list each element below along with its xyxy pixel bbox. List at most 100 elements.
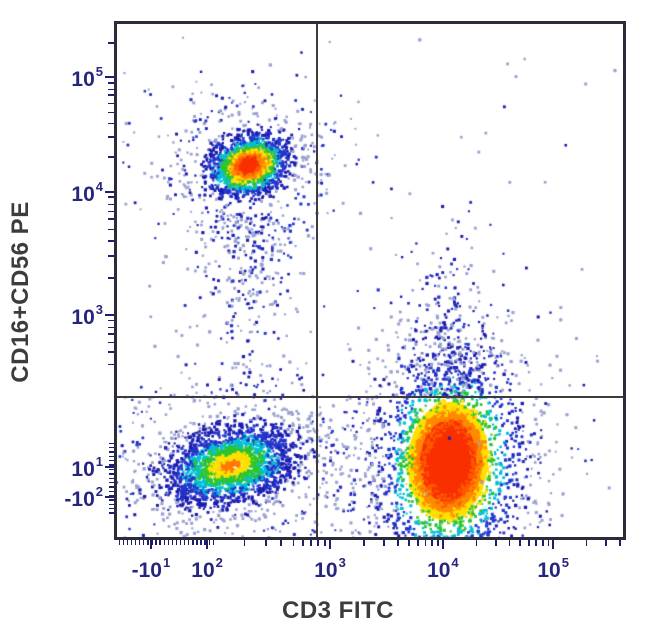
axis-tick-mark: [108, 351, 114, 353]
axis-tick-mark: [109, 455, 114, 458]
axis-tick-mark: [108, 82, 114, 85]
axis-tick-mark: [206, 540, 209, 549]
axis-tick-mark: [605, 540, 607, 546]
axis-tick-mark: [109, 442, 114, 444]
axis-tick-mark: [109, 494, 114, 497]
axis-tick-mark: [323, 540, 326, 546]
axis-tick-mark: [108, 196, 114, 198]
x-tick-label: 103: [314, 555, 346, 582]
axis-tick-mark: [292, 540, 295, 546]
axis-tick-mark: [108, 277, 114, 280]
axis-tick-mark: [302, 540, 304, 546]
axis-tick-mark: [437, 540, 439, 546]
axis-tick-mark: [494, 540, 497, 546]
axis-tick-mark: [109, 490, 114, 492]
axis-tick-mark: [212, 540, 215, 545]
axis-tick-mark: [109, 464, 114, 466]
axis-tick-mark: [547, 540, 550, 546]
axis-tick-mark: [179, 540, 182, 545]
axis-tick-mark: [109, 486, 114, 488]
axis-tick-mark: [108, 94, 114, 96]
y-tick-label: 105: [71, 63, 103, 91]
axis-tick-mark: [618, 540, 621, 546]
axis-tick-mark: [118, 540, 120, 545]
y-tick-label: -102: [64, 483, 103, 511]
axis-tick-mark: [167, 540, 170, 545]
axis-tick-mark: [383, 540, 385, 546]
axis-tick-mark: [329, 540, 332, 549]
axis-tick-mark: [108, 218, 114, 221]
y-axis-label: CD16+CD56 PE: [7, 201, 34, 383]
axis-tick-mark: [109, 512, 114, 514]
axis-tick-mark: [310, 540, 312, 546]
axis-tick-mark: [265, 540, 267, 546]
axis-tick-mark: [149, 540, 152, 549]
axis-tick-mark: [535, 540, 538, 546]
axis-tick-mark: [208, 540, 210, 545]
axis-tick-mark: [105, 466, 114, 469]
axis-tick-mark: [243, 540, 246, 546]
axis-tick-mark: [108, 102, 114, 105]
x-tick-label: 105: [537, 555, 569, 582]
axis-tick-mark: [441, 540, 444, 549]
axis-tick-mark: [163, 540, 165, 545]
axis-tick-mark: [200, 540, 202, 545]
axis-tick-mark: [363, 540, 366, 546]
axis-tick-mark: [105, 191, 114, 194]
axis-tick-mark: [424, 540, 427, 546]
axis-tick-mark: [109, 481, 114, 484]
axis-tick-mark: [196, 540, 198, 545]
axis-tick-mark: [475, 540, 478, 546]
axis-tick-mark: [108, 326, 114, 329]
axis-tick-mark: [183, 540, 186, 545]
x-tick-label: 104: [427, 555, 459, 582]
axis-tick-mark: [134, 540, 137, 545]
axis-tick-mark: [317, 540, 319, 546]
axis-tick-mark: [105, 75, 114, 78]
axis-tick-mark: [109, 503, 114, 506]
axis-tick-mark: [417, 540, 419, 546]
axis-tick-mark: [108, 156, 114, 158]
axis-tick-mark: [108, 203, 114, 206]
y-tick-label: 103: [71, 301, 103, 329]
axis-tick-mark: [138, 540, 141, 545]
quadrant-line-vertical: [316, 24, 318, 537]
x-tick-label: 102: [191, 555, 223, 582]
axis-tick-mark: [108, 88, 114, 91]
axis-tick-mark: [108, 111, 114, 114]
axis-tick-mark: [397, 540, 399, 546]
x-axis-label: CD3 FITC: [282, 597, 394, 624]
axis-tick-mark: [130, 540, 133, 545]
axis-tick-mark: [151, 540, 153, 545]
axis-tick-mark: [108, 122, 114, 125]
axis-tick-mark: [155, 540, 157, 545]
axis-tick-mark: [508, 540, 511, 546]
axis-tick-mark: [175, 540, 178, 545]
axis-tick-mark: [109, 499, 114, 501]
axis-tick-mark: [108, 363, 114, 366]
axis-tick-mark: [585, 540, 588, 546]
axis-tick-mark: [108, 333, 114, 335]
axis-tick-mark: [552, 540, 555, 549]
axis-tick-mark: [109, 451, 114, 453]
axis-tick-mark: [109, 473, 114, 475]
scatter-canvas: [117, 24, 623, 537]
axis-tick-mark: [280, 540, 283, 546]
axis-tick-mark: [109, 460, 114, 462]
axis-tick-mark: [105, 313, 114, 316]
axis-tick-mark: [408, 540, 411, 546]
axis-tick-mark: [204, 540, 206, 545]
axis-tick-mark: [109, 477, 114, 479]
axis-tick-mark: [431, 540, 433, 546]
axis-tick-mark: [108, 255, 114, 257]
axis-tick-mark: [109, 468, 114, 471]
x-tick-label: -101: [131, 555, 171, 582]
axis-tick-mark: [528, 540, 530, 546]
axis-tick-mark: [143, 540, 145, 545]
axis-tick-mark: [108, 210, 114, 213]
quadrant-line-horizontal: [117, 396, 623, 398]
axis-tick-mark: [108, 228, 114, 231]
axis-tick-mark: [126, 540, 129, 545]
axis-tick-mark: [108, 319, 114, 322]
